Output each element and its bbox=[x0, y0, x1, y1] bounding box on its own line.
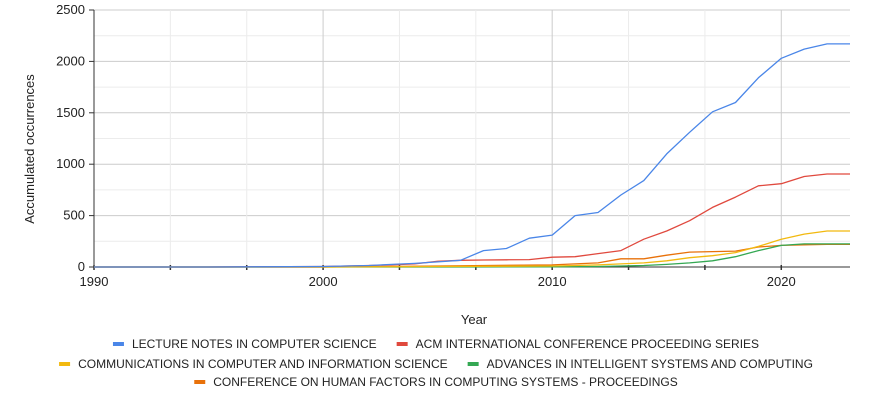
x-tick-labels: 1990 2000 2010 2020 bbox=[80, 265, 796, 289]
legend-label: CONFERENCE ON HUMAN FACTORS IN COMPUTING… bbox=[213, 375, 677, 389]
legend-swatch bbox=[467, 362, 479, 366]
y-tick-label: 2000 bbox=[56, 53, 85, 68]
legend-label: ACM INTERNATIONAL CONFERENCE PROCEEDING … bbox=[416, 337, 759, 351]
x-tick-label: 2000 bbox=[309, 274, 338, 289]
x-tick-label: 2020 bbox=[767, 274, 796, 289]
legend-item: ACM INTERNATIONAL CONFERENCE PROCEEDING … bbox=[396, 337, 759, 351]
legend-swatch bbox=[194, 380, 206, 384]
legend-label: COMMUNICATIONS IN COMPUTER AND INFORMATI… bbox=[78, 357, 448, 371]
legend-item: CONFERENCE ON HUMAN FACTORS IN COMPUTING… bbox=[194, 375, 678, 389]
series-line-acm-international-conference-proceeding-series bbox=[94, 173, 850, 268]
y-tick-labels: 0 500 1000 1500 2000 2500 bbox=[56, 2, 94, 274]
legend-swatch bbox=[396, 342, 408, 346]
legend-item: LECTURE NOTES IN COMPUTER SCIENCE bbox=[112, 337, 377, 351]
legend: LECTURE NOTES IN COMPUTER SCIENCE ACM INT… bbox=[59, 337, 813, 389]
legend-swatch bbox=[59, 362, 71, 366]
legend-item: COMMUNICATIONS IN COMPUTER AND INFORMATI… bbox=[59, 357, 448, 371]
series-line-lecture-notes-in-computer-science bbox=[94, 43, 850, 268]
y-tick-label: 2500 bbox=[56, 2, 85, 17]
y-tick-label: 1500 bbox=[56, 105, 85, 120]
y-tick-label: 0 bbox=[78, 259, 85, 274]
y-axis-label: Accumulated occurrences bbox=[22, 74, 37, 224]
series-line-communications-in-computer-and-information-science bbox=[94, 230, 850, 268]
grid-lines bbox=[94, 9, 850, 267]
x-tick-label: 1990 bbox=[80, 274, 109, 289]
legend-label: ADVANCES IN INTELLIGENT SYSTEMS AND COMP… bbox=[487, 357, 813, 371]
series-lines bbox=[94, 43, 850, 268]
y-tick-label: 500 bbox=[63, 208, 85, 223]
x-axis-label: Year bbox=[461, 312, 488, 327]
legend-swatch bbox=[112, 342, 124, 346]
y-tick-label: 1000 bbox=[56, 156, 85, 171]
legend-item: ADVANCES IN INTELLIGENT SYSTEMS AND COMP… bbox=[467, 357, 813, 371]
x-tick-label: 2010 bbox=[538, 274, 567, 289]
legend-label: LECTURE NOTES IN COMPUTER SCIENCE bbox=[132, 337, 377, 351]
